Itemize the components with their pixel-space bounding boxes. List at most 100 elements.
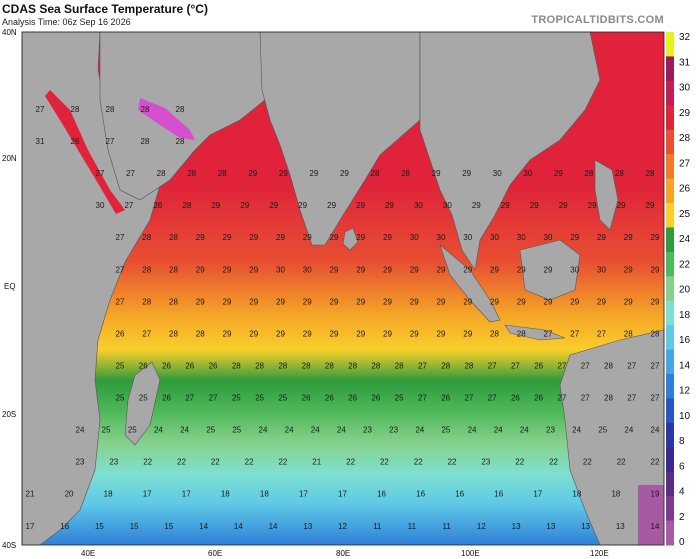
colorbar-label: 29 — [679, 108, 691, 119]
sst-value: 28 — [196, 329, 205, 338]
sst-value: 29 — [303, 233, 312, 242]
sst-value: 28 — [584, 169, 593, 178]
sst-value: 28 — [395, 361, 404, 370]
colorbar-swatch — [666, 178, 674, 204]
sst-value: 29 — [437, 297, 446, 306]
sst-value: 28 — [176, 137, 185, 146]
sst-value: 29 — [223, 233, 232, 242]
sst-value: 21 — [26, 490, 35, 499]
se-asia-landmass — [419, 31, 601, 271]
sst-value: 29 — [356, 201, 365, 210]
sst-value: 26 — [185, 361, 194, 370]
sst-value: 28 — [302, 361, 311, 370]
sst-value: 25 — [395, 394, 404, 403]
sst-value: 29 — [356, 265, 365, 274]
sst-value: 29 — [624, 233, 633, 242]
sst-value: 29 — [223, 297, 232, 306]
red-sea — [45, 90, 125, 214]
colorbar-swatch — [666, 471, 674, 497]
sst-value: 15 — [164, 522, 173, 531]
sst-value: 30 — [463, 233, 472, 242]
sst-value: 30 — [96, 201, 105, 210]
colorbar-swatch — [666, 251, 674, 277]
lat-axis: 40N 20N EQ 20S 40S — [2, 28, 17, 550]
sst-value: 29 — [309, 169, 318, 178]
sst-value: 22 — [549, 458, 558, 467]
sst-value: 29 — [249, 297, 258, 306]
lon-tick: 80E — [336, 549, 350, 558]
sst-value: 29 — [248, 169, 257, 178]
brand-watermark[interactable]: TROPICALTIDBITS.COM — [531, 14, 664, 26]
colorbar-swatch — [666, 520, 674, 546]
sst-value: 28 — [255, 361, 264, 370]
sst-value: 28 — [106, 105, 115, 114]
sst-value: 30 — [597, 265, 606, 274]
sst-value: 15 — [130, 522, 139, 531]
sst-value: 22 — [245, 458, 254, 467]
colorbar-label: 24 — [679, 234, 691, 245]
sst-value: 29 — [530, 201, 539, 210]
sst-value: 11 — [408, 522, 417, 531]
colorbar-label: 32 — [679, 32, 691, 43]
sst-value: 29 — [356, 329, 365, 338]
sst-value: 17 — [299, 490, 308, 499]
sst-value: 29 — [463, 265, 472, 274]
sst-value: 28 — [157, 169, 166, 178]
sst-value: 26 — [302, 394, 311, 403]
sst-value: 22 — [143, 458, 152, 467]
sst-value: 29 — [279, 169, 288, 178]
sst-value: 29 — [570, 297, 579, 306]
sst-value: 29 — [432, 169, 441, 178]
sst-value: 29 — [588, 201, 597, 210]
sst-value: 27 — [544, 329, 553, 338]
sst-value: 15 — [95, 522, 104, 531]
sst-value: 29 — [517, 265, 526, 274]
sst-value-labels: 27 28 28 28 28 31 26 27 28 28 27 27 28 28 28 29 29 29 29 28… — [26, 105, 660, 531]
sst-value: 12 — [477, 522, 486, 531]
sst-value: 13 — [303, 522, 312, 531]
sst-value: 14 — [651, 522, 660, 531]
sst-value: 30 — [443, 201, 452, 210]
sst-value: 27 — [116, 297, 125, 306]
colorbar-swatch — [666, 32, 674, 57]
sst-value: 29 — [240, 201, 249, 210]
sst-value: 28 — [615, 169, 624, 178]
sst-value: 26 — [71, 137, 80, 146]
map-frame — [21, 31, 665, 546]
sst-value: 26 — [209, 361, 218, 370]
sst-value: 22 — [617, 458, 626, 467]
sst-value: 13 — [581, 522, 590, 531]
sst-value: 23 — [109, 458, 118, 467]
sst-value: 22 — [448, 458, 457, 467]
sst-value: 26 — [139, 361, 148, 370]
sst-value: 21 — [312, 458, 321, 467]
sst-value: 29 — [463, 297, 472, 306]
sst-value: 30 — [303, 265, 312, 274]
sst-value: 29 — [385, 201, 394, 210]
sst-value: 29 — [559, 201, 568, 210]
colorbar-label: 20 — [679, 285, 691, 296]
sst-value: 17 — [182, 490, 191, 499]
sst-value: 29 — [276, 297, 285, 306]
sst-value: 16 — [494, 490, 503, 499]
sst-value: 24 — [415, 426, 424, 435]
sst-value: 30 — [570, 265, 579, 274]
sst-value: 29 — [383, 329, 392, 338]
sst-value: 24 — [520, 426, 529, 435]
sst-value: 11 — [443, 522, 452, 531]
sst-value: 30 — [410, 233, 419, 242]
sst-value: 27 — [488, 394, 497, 403]
sst-value: 23 — [546, 426, 555, 435]
sst-value: 26 — [534, 394, 543, 403]
sst-value: 28 — [646, 169, 655, 178]
sst-value: 24 — [285, 426, 294, 435]
colorbar-swatch — [666, 276, 674, 302]
sst-value: 27 — [581, 361, 590, 370]
sst-value: 29 — [196, 265, 205, 274]
sst-value: 17 — [143, 490, 152, 499]
sst-value: 29 — [651, 265, 660, 274]
india-landmass — [259, 31, 421, 246]
sst-value: 29 — [554, 169, 563, 178]
colorbar-swatch — [666, 422, 674, 448]
sst-value: 25 — [116, 361, 125, 370]
